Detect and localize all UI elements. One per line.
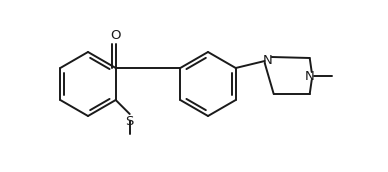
Text: O: O: [111, 29, 121, 42]
Text: N: N: [305, 69, 315, 83]
Text: N: N: [263, 53, 273, 67]
Text: S: S: [126, 115, 134, 128]
